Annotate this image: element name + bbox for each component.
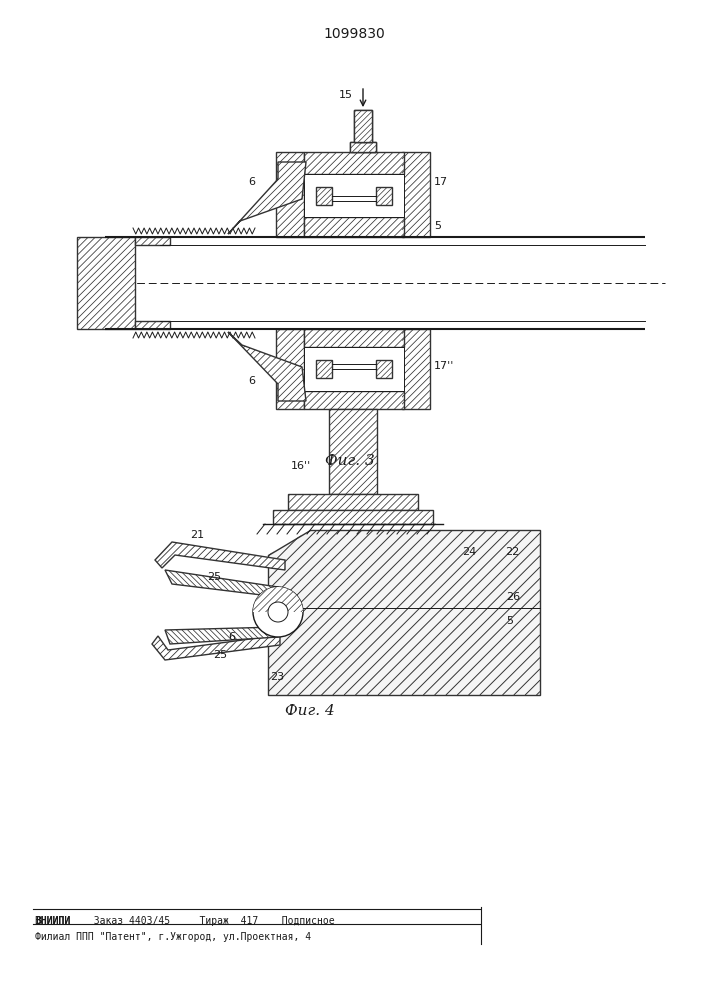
Text: ВНИИПИ: ВНИИПИ bbox=[35, 916, 70, 926]
Circle shape bbox=[268, 602, 288, 622]
Polygon shape bbox=[268, 530, 540, 695]
Bar bbox=[304, 347, 404, 391]
Text: Фиг. 3: Фиг. 3 bbox=[325, 454, 375, 468]
Polygon shape bbox=[228, 332, 306, 401]
Polygon shape bbox=[304, 329, 404, 347]
Text: 5: 5 bbox=[506, 616, 513, 626]
Bar bbox=[354, 110, 372, 142]
Text: 6: 6 bbox=[248, 376, 255, 386]
Polygon shape bbox=[402, 329, 430, 409]
Text: 25: 25 bbox=[207, 572, 221, 582]
Polygon shape bbox=[402, 152, 430, 237]
Polygon shape bbox=[376, 187, 392, 205]
Text: 1099830: 1099830 bbox=[323, 27, 385, 41]
Polygon shape bbox=[304, 152, 404, 174]
Text: 17'': 17'' bbox=[434, 361, 455, 371]
Polygon shape bbox=[165, 627, 278, 644]
Polygon shape bbox=[316, 187, 332, 205]
Text: 26: 26 bbox=[506, 592, 520, 602]
Bar bbox=[304, 174, 404, 217]
Polygon shape bbox=[304, 217, 404, 237]
Text: Филиал ППП "Патент", г.Ужгород, ул.Проектная, 4: Филиал ППП "Патент", г.Ужгород, ул.Проек… bbox=[35, 932, 311, 942]
Text: 15: 15 bbox=[339, 90, 353, 100]
Text: 22: 22 bbox=[505, 547, 519, 557]
Polygon shape bbox=[253, 587, 303, 612]
Polygon shape bbox=[135, 321, 170, 329]
Polygon shape bbox=[276, 329, 304, 409]
Text: 25: 25 bbox=[213, 650, 227, 660]
Polygon shape bbox=[288, 494, 418, 510]
Polygon shape bbox=[376, 360, 392, 378]
Polygon shape bbox=[155, 542, 285, 570]
Text: 24: 24 bbox=[462, 547, 477, 557]
Polygon shape bbox=[152, 635, 280, 660]
Polygon shape bbox=[273, 510, 433, 524]
Text: Фиг. 4: Фиг. 4 bbox=[285, 704, 335, 718]
Text: 17: 17 bbox=[434, 177, 448, 187]
Polygon shape bbox=[165, 570, 278, 597]
Text: ВНИИПИ    Заказ 4403/45     Тираж  417    Подписное: ВНИИПИ Заказ 4403/45 Тираж 417 Подписное bbox=[35, 916, 334, 926]
Polygon shape bbox=[276, 152, 304, 237]
Text: 6: 6 bbox=[228, 632, 235, 642]
Text: 21: 21 bbox=[190, 530, 204, 540]
Text: 23: 23 bbox=[270, 672, 284, 682]
Polygon shape bbox=[350, 142, 376, 152]
Polygon shape bbox=[304, 391, 404, 409]
Bar bbox=[350, 142, 376, 152]
Polygon shape bbox=[329, 409, 377, 494]
Polygon shape bbox=[316, 360, 332, 378]
Text: 6: 6 bbox=[248, 177, 255, 187]
Text: 16'': 16'' bbox=[291, 461, 311, 471]
Polygon shape bbox=[77, 237, 135, 329]
Polygon shape bbox=[228, 162, 306, 234]
Polygon shape bbox=[135, 237, 170, 245]
Polygon shape bbox=[354, 110, 372, 142]
Text: 5: 5 bbox=[434, 221, 441, 231]
Circle shape bbox=[253, 587, 303, 637]
